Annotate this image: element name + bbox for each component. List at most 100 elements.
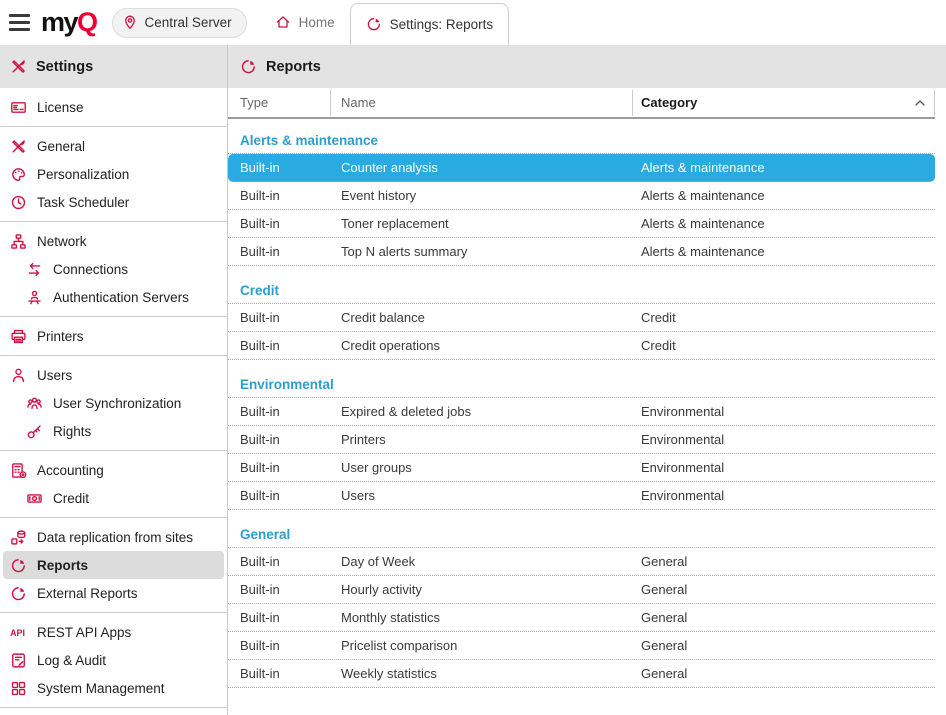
- table-row-users[interactable]: Built-in Users Environmental: [228, 482, 935, 510]
- column-header-name[interactable]: Name: [331, 89, 633, 116]
- sidebar-item-authentication-servers[interactable]: Authentication Servers: [0, 283, 227, 311]
- home-icon: [275, 14, 292, 31]
- cell-name: Top N alerts summary: [341, 244, 468, 259]
- table-row-toner-replacement[interactable]: Built-in Toner replacement Alerts & mainte…: [228, 210, 935, 238]
- sidebar-item-label: Network: [37, 233, 87, 249]
- report-category-group: General Built-in Day of Week General Built-i…: [228, 525, 946, 688]
- cell-type: Built-in: [240, 554, 280, 569]
- category-group-header: Credit: [228, 281, 935, 304]
- cell-category: Alerts & maintenance: [641, 160, 765, 175]
- cell-name: Credit balance: [341, 310, 425, 325]
- cell-type: Built-in: [240, 432, 280, 447]
- sidebar-item-label: Data replication from sites: [37, 529, 194, 545]
- cell-name: Pricelist comparison: [341, 638, 458, 653]
- sidebar-item-personalization[interactable]: Personalization: [0, 160, 227, 188]
- sidebar-item-network[interactable]: Network: [0, 227, 227, 255]
- sidebar-item-external-reports[interactable]: External Reports: [0, 579, 227, 607]
- rest-api-icon: API: [10, 624, 27, 641]
- table-row-credit-operations[interactable]: Built-in Credit operations Credit: [228, 332, 935, 360]
- svg-text:API: API: [10, 628, 25, 638]
- table-row-expired-deleted-jobs[interactable]: Built-in Expired & deleted jobs Environmen…: [228, 398, 935, 426]
- table-row-user-groups[interactable]: Built-in User groups Environmental: [228, 454, 935, 482]
- users-icon: [10, 367, 27, 384]
- reports-pie-icon: [366, 16, 383, 33]
- sidebar-item-reports[interactable]: Reports: [3, 551, 224, 579]
- sidebar-item-label: Log & Audit: [37, 652, 107, 668]
- sidebar-item-label: Reports: [37, 557, 89, 573]
- cell-category: Environmental: [641, 488, 725, 503]
- sidebar-group: General Personalization Task Scheduler: [0, 127, 227, 222]
- tab-settings-reports[interactable]: Settings: Reports: [349, 3, 510, 45]
- sidebar-item-user-synchronization[interactable]: User Synchronization: [0, 389, 227, 417]
- content-area: Settings License General Personalization Ta…: [0, 45, 946, 715]
- cell-type: Built-in: [240, 216, 280, 231]
- sidebar-item-label: Personalization: [37, 166, 130, 182]
- myq-logo[interactable]: myQ: [41, 7, 98, 37]
- sidebar-group: Network Connections Authentication Servers: [0, 222, 227, 317]
- cell-type: Built-in: [240, 488, 280, 503]
- sidebar-group: Accounting Credit: [0, 451, 227, 518]
- table-row-weekly-statistics[interactable]: Built-in Weekly statistics General: [228, 660, 935, 688]
- sidebar-item-credit[interactable]: Credit: [0, 484, 227, 512]
- cell-type: Built-in: [240, 404, 280, 419]
- table-row-pricelist-comparison[interactable]: Built-in Pricelist comparison General: [228, 632, 935, 660]
- sidebar-item-label: System Management: [37, 680, 165, 696]
- sidebar-item-label: Rights: [53, 423, 92, 439]
- table-row-top-n-alerts-summary[interactable]: Built-in Top N alerts summary Alerts & mai…: [228, 238, 935, 266]
- tab-home[interactable]: Home: [260, 0, 350, 45]
- cell-name: Weekly statistics: [341, 666, 437, 681]
- sidebar-item-data-replication-from-sites[interactable]: Data replication from sites: [0, 523, 227, 551]
- system-management-grid-icon: [10, 680, 27, 697]
- sidebar-item-label: Accounting: [37, 462, 104, 478]
- sidebar-item-printers[interactable]: Printers: [0, 322, 227, 350]
- sidebar-item-label: REST API Apps: [37, 624, 132, 640]
- table-row-day-of-week[interactable]: Built-in Day of Week General: [228, 548, 935, 576]
- settings-tools-icon: [10, 58, 27, 75]
- hamburger-menu-icon[interactable]: [9, 10, 31, 35]
- category-group-header: Alerts & maintenance: [228, 131, 935, 154]
- cell-category: Alerts & maintenance: [641, 216, 765, 231]
- cell-type: Built-in: [240, 160, 280, 175]
- report-category-group: Credit Built-in Credit balance Credit Built-…: [228, 281, 946, 360]
- sidebar-item-log-audit[interactable]: Log & Audit: [0, 646, 227, 674]
- sidebar-item-connections[interactable]: Connections: [0, 255, 227, 283]
- column-header-category[interactable]: Category: [633, 89, 935, 116]
- sidebar-group: License: [0, 88, 227, 127]
- cell-name: Monthly statistics: [341, 610, 440, 625]
- user-synchronization-icon: [26, 395, 43, 412]
- cell-type: Built-in: [240, 460, 280, 475]
- table-row-hourly-activity[interactable]: Built-in Hourly activity General: [228, 576, 935, 604]
- column-header-type[interactable]: Type: [228, 89, 331, 116]
- cell-category: General: [641, 582, 688, 597]
- cell-name: Printers: [341, 432, 386, 447]
- reports-table-body: Alerts & maintenance Built-in Counter anal…: [228, 119, 946, 715]
- task-scheduler-clock-icon: [10, 194, 27, 211]
- sidebar-item-rights[interactable]: Rights: [0, 417, 227, 445]
- sidebar-item-task-scheduler[interactable]: Task Scheduler: [0, 188, 227, 216]
- cell-category: General: [641, 554, 688, 569]
- table-row-event-history[interactable]: Built-in Event history Alerts & maintenanc…: [228, 182, 935, 210]
- cell-name: Users: [341, 488, 375, 503]
- table-row-credit-balance[interactable]: Built-in Credit balance Credit: [228, 304, 935, 332]
- external-reports-pie-icon: [10, 585, 27, 602]
- reports-panel: Reports Type Name Category Alerts & main…: [228, 45, 946, 715]
- sidebar-item-label: Connections: [53, 261, 129, 277]
- sidebar-item-label: General: [37, 138, 86, 154]
- logo-text-my: my: [41, 7, 79, 37]
- sidebar-item-users[interactable]: Users: [0, 361, 227, 389]
- sidebar-item-system-management[interactable]: System Management: [0, 674, 227, 702]
- printers-icon: [10, 328, 27, 345]
- cell-name: Hourly activity: [341, 582, 422, 597]
- cell-category: Alerts & maintenance: [641, 188, 765, 203]
- table-row-printers[interactable]: Built-in Printers Environmental: [228, 426, 935, 454]
- sidebar-title: Settings: [36, 58, 94, 75]
- table-row-counter-analysis[interactable]: Built-in Counter analysis Alerts & mainten…: [228, 154, 935, 182]
- table-row-monthly-statistics[interactable]: Built-in Monthly statistics General: [228, 604, 935, 632]
- sidebar-item-accounting[interactable]: Accounting: [0, 456, 227, 484]
- sidebar-item-general[interactable]: General: [0, 132, 227, 160]
- sidebar-item-license[interactable]: License: [0, 93, 227, 121]
- location-pin-icon: [122, 14, 139, 31]
- sidebar-item-rest-api-apps[interactable]: API REST API Apps: [0, 618, 227, 646]
- cell-name: Counter analysis: [341, 160, 438, 175]
- server-selector-button[interactable]: Central Server: [111, 7, 247, 38]
